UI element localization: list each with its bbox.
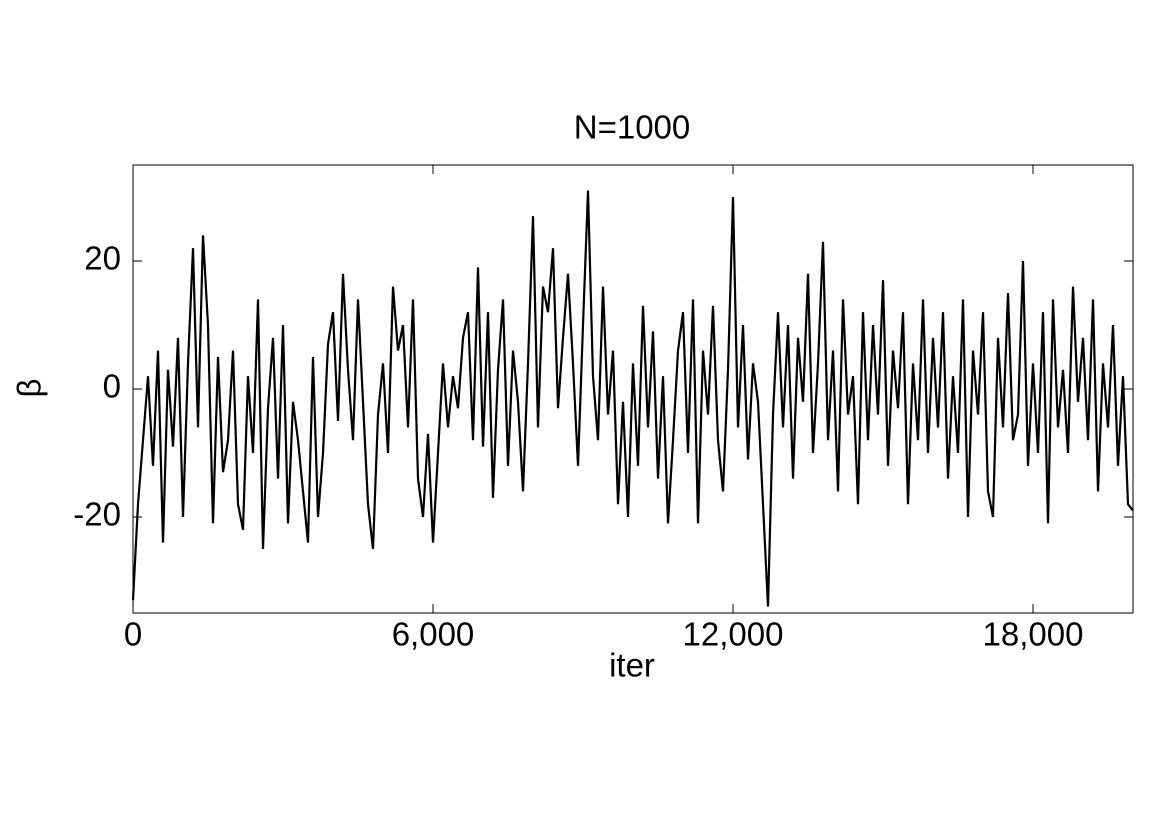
x-tick-label: 0	[124, 616, 142, 653]
x-tick-label: 18,000	[983, 616, 1084, 653]
x-tick-label: 6,000	[392, 616, 475, 653]
x-axis-label: iter	[609, 647, 655, 684]
y-tick-label: 0	[103, 368, 121, 405]
trace-line	[131, 190, 1134, 607]
y-axis-label: β	[11, 379, 48, 398]
x-tick-label: 12,000	[683, 616, 784, 653]
y-tick-label: -20	[73, 496, 121, 533]
y-tick-label: 20	[84, 240, 121, 277]
chart-title: N=1000	[574, 109, 691, 146]
